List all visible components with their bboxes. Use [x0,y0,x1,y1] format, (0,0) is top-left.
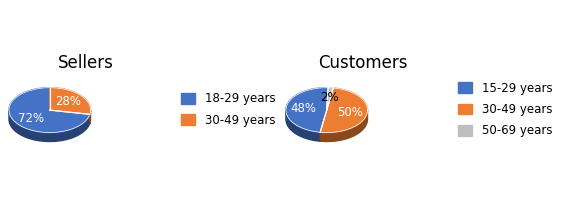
Polygon shape [9,88,90,132]
Polygon shape [9,111,90,141]
Title: Customers: Customers [318,54,407,72]
Text: 48%: 48% [290,102,316,115]
Polygon shape [286,88,328,132]
Text: 50%: 50% [337,106,363,119]
Polygon shape [327,88,333,110]
Legend: 15-29 years, 30-49 years, 50-69 years: 15-29 years, 30-49 years, 50-69 years [455,78,556,141]
Text: 2%: 2% [320,91,338,104]
Legend: 18-29 years, 30-49 years: 18-29 years, 30-49 years [177,89,279,130]
Polygon shape [286,110,320,141]
Polygon shape [320,88,367,132]
Text: 28%: 28% [55,95,81,108]
Polygon shape [50,88,90,114]
Title: Sellers: Sellers [58,54,114,72]
Text: 72%: 72% [19,112,45,125]
Polygon shape [320,110,367,141]
